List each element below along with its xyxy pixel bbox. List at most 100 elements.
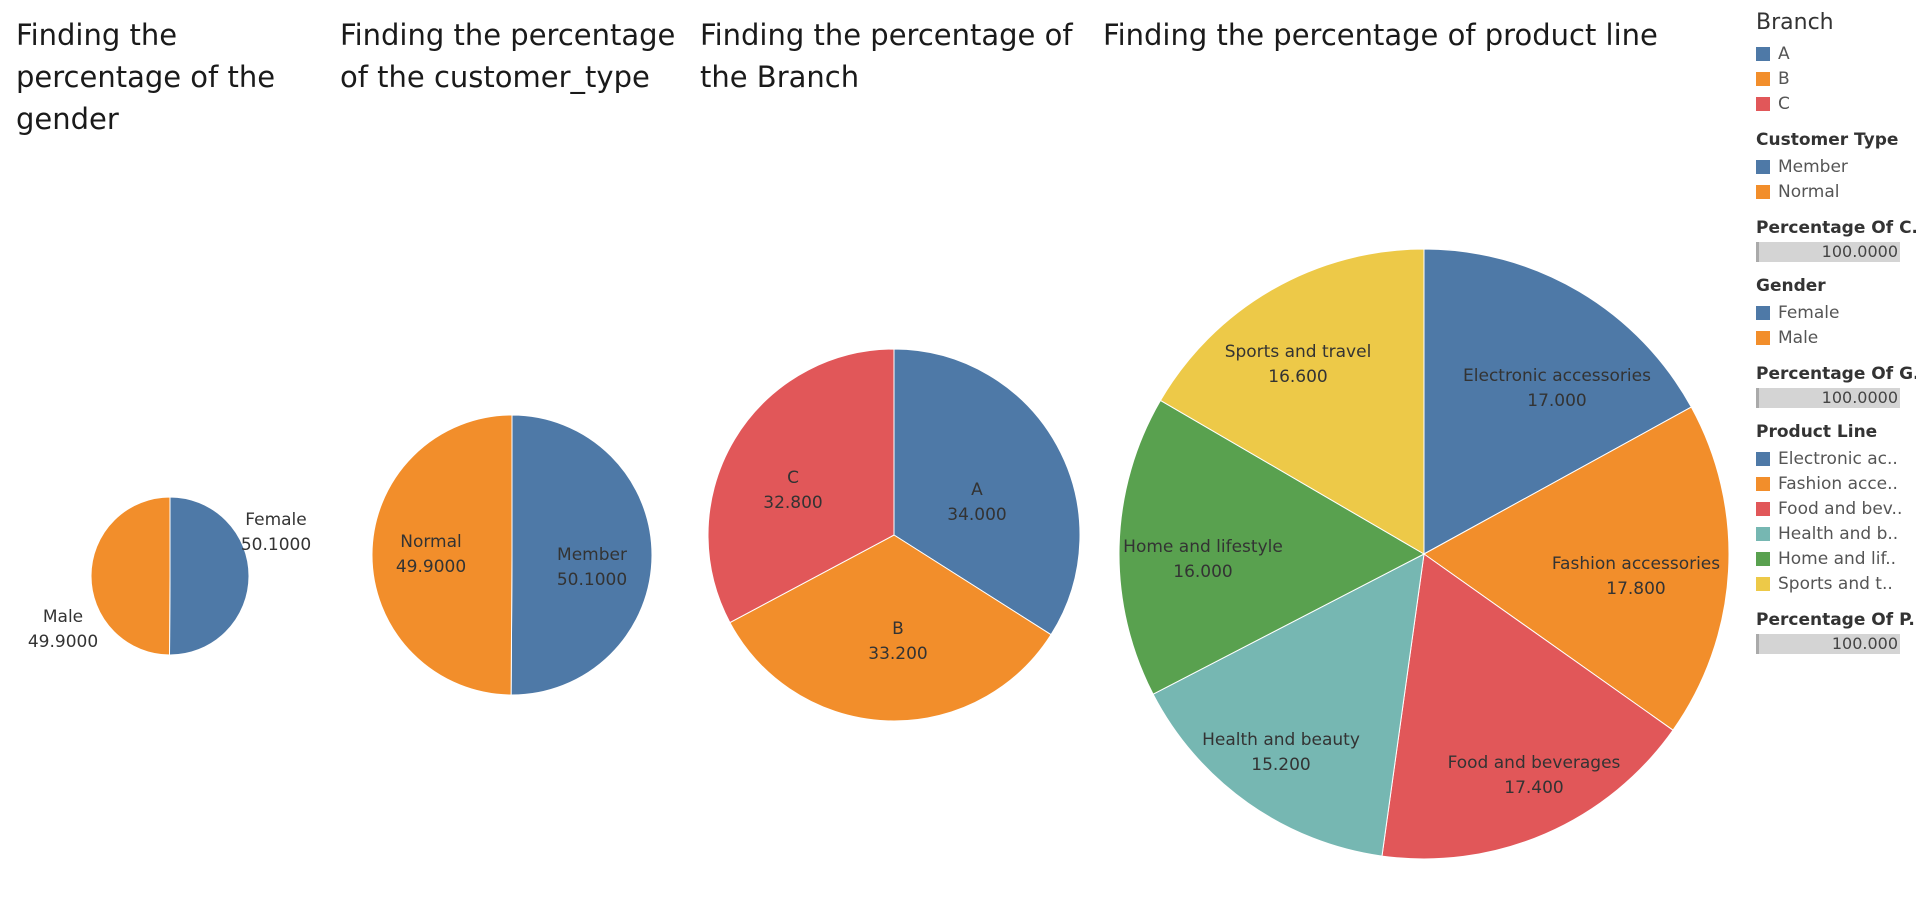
legend-swatch bbox=[1756, 96, 1770, 111]
slice-label-member: Member bbox=[557, 545, 627, 565]
legend-item-sports[interactable]: Sports and t.. bbox=[1756, 571, 1916, 596]
slice-label-normal: Normal bbox=[400, 532, 462, 552]
legend-label: Electronic ac.. bbox=[1778, 448, 1898, 469]
slice-value-food-and-beverages: 17.400 bbox=[1504, 778, 1563, 798]
slice-value-b: 33.200 bbox=[868, 644, 927, 664]
product-line-title-line-1: Finding the percentage of product line bbox=[1103, 18, 1658, 52]
legend-branch-items: A B C bbox=[1756, 41, 1916, 116]
legend-label: Health and b.. bbox=[1778, 523, 1899, 544]
legend-label: Normal bbox=[1778, 181, 1840, 202]
legend-label: A bbox=[1778, 43, 1790, 64]
legend-label: Home and lif.. bbox=[1778, 548, 1896, 569]
product-line-chart-title: Finding the percentage of product line bbox=[1103, 14, 1658, 56]
legend-item-food[interactable]: Food and bev.. bbox=[1756, 496, 1916, 521]
legend-swatch bbox=[1756, 71, 1770, 86]
slice-label-fashion-accessories: Fashion accessories bbox=[1552, 554, 1720, 574]
customer-type-title-line-1: Finding the percentage bbox=[340, 18, 676, 52]
legend-label: Sports and t.. bbox=[1778, 573, 1893, 594]
gender-title-line-1: Finding the bbox=[16, 18, 178, 52]
legend-item-branch-b[interactable]: B bbox=[1756, 66, 1916, 91]
legend-swatch bbox=[1756, 451, 1770, 466]
slice-label-health-and-beauty: Health and beauty bbox=[1202, 730, 1360, 750]
customer-type-title-line-2: of the customer_type bbox=[340, 60, 650, 94]
legend-pct-product-title: Percentage Of P.. bbox=[1756, 610, 1916, 630]
legend-pct-gender-title: Percentage Of G.. bbox=[1756, 364, 1916, 384]
slice-label-c: C bbox=[787, 468, 799, 488]
legend-label: Fashion acce.. bbox=[1778, 473, 1898, 494]
pie-slice-female[interactable] bbox=[169, 496, 250, 656]
legend-swatch bbox=[1756, 576, 1770, 591]
legend-item-branch-a[interactable]: A bbox=[1756, 41, 1916, 66]
slice-value-electronic-accessories: 17.000 bbox=[1527, 391, 1586, 411]
legend-label: Male bbox=[1778, 327, 1819, 348]
legend-item-normal[interactable]: Normal bbox=[1756, 179, 1916, 204]
pie-slice-sports-and-travel[interactable] bbox=[1159, 248, 1425, 555]
finding-the-percentage-of-product-line-pie: Electronic accessories 17.000 Fashion acce… bbox=[1118, 248, 1730, 860]
slice-value-c: 32.800 bbox=[763, 493, 822, 513]
legend-label: B bbox=[1778, 68, 1790, 89]
slice-value-female: 50.1000 bbox=[241, 535, 311, 555]
branch-title-line-1: Finding the percentage of bbox=[700, 18, 1073, 52]
pie-slice-a[interactable] bbox=[893, 348, 1081, 636]
legend-swatch bbox=[1756, 526, 1770, 541]
legend-panel: Branch A B C Customer Type Member Normal… bbox=[1756, 10, 1916, 654]
pie-slice-member[interactable] bbox=[510, 414, 653, 696]
legend-item-branch-c[interactable]: C bbox=[1756, 91, 1916, 116]
pie-slice-food-and-beverages[interactable] bbox=[1381, 553, 1674, 860]
legend-swatch bbox=[1756, 184, 1770, 199]
legend-swatch bbox=[1756, 551, 1770, 566]
finding-the-percentage-of-the-gender-pie: Female 50.1000 Male 49.9000 bbox=[28, 496, 311, 656]
pie-slice-male[interactable] bbox=[90, 496, 171, 656]
legend-gender-title: Gender bbox=[1756, 276, 1826, 296]
pie-charts: Female 50.1000 Male 49.9000 Member 50.1000 Nor… bbox=[28, 248, 1730, 860]
slice-value-home-and-lifestyle: 16.000 bbox=[1173, 562, 1232, 582]
legend-label: Member bbox=[1778, 156, 1848, 177]
slice-value-sports-and-travel: 16.600 bbox=[1268, 367, 1327, 387]
pie-slice-normal[interactable] bbox=[371, 414, 513, 696]
legend-item-member[interactable]: Member bbox=[1756, 154, 1916, 179]
slice-label-a: A bbox=[971, 480, 983, 500]
slice-label-sports-and-travel: Sports and travel bbox=[1225, 342, 1372, 362]
slice-label-food-and-beverages: Food and beverages bbox=[1448, 753, 1621, 773]
customer-type-chart-title: Finding the percentage of the customer_t… bbox=[340, 14, 675, 98]
legend-item-home[interactable]: Home and lif.. bbox=[1756, 546, 1916, 571]
legend-item-electronic[interactable]: Electronic ac.. bbox=[1756, 446, 1916, 471]
pct-product-range[interactable]: 100.000 bbox=[1756, 634, 1900, 654]
legend-swatch bbox=[1756, 501, 1770, 516]
legend-pct-customer-title: Percentage Of C.. bbox=[1756, 218, 1916, 238]
slice-value-member: 50.1000 bbox=[557, 570, 627, 590]
slice-value-fashion-accessories: 17.800 bbox=[1606, 579, 1665, 599]
legend-swatch bbox=[1756, 159, 1770, 174]
pie-slice-c[interactable] bbox=[707, 348, 895, 624]
legend-swatch bbox=[1756, 305, 1770, 320]
legend-swatch bbox=[1756, 330, 1770, 345]
slice-value-health-and-beauty: 15.200 bbox=[1251, 755, 1310, 775]
slice-value-normal: 49.9000 bbox=[396, 557, 466, 577]
gender-title-line-2: percentage of the bbox=[16, 60, 276, 94]
finding-the-percentage-of-the-customer-type-pie: Member 50.1000 Normal 49.9000 bbox=[371, 414, 653, 696]
legend-customer-type-title: Customer Type bbox=[1756, 130, 1899, 150]
legend-product-line-title: Product Line bbox=[1756, 422, 1878, 442]
pie-slice-b[interactable] bbox=[729, 534, 1052, 722]
slice-label-female: Female bbox=[245, 510, 306, 530]
legend-label: C bbox=[1778, 93, 1790, 114]
gender-title-line-3: gender bbox=[16, 102, 119, 136]
slice-label-male: Male bbox=[43, 607, 83, 627]
pie-slice-health-and-beauty[interactable] bbox=[1152, 553, 1425, 857]
legend-branch-title: Branch bbox=[1756, 10, 1834, 35]
slice-label-b: B bbox=[892, 619, 904, 639]
legend-item-female[interactable]: Female bbox=[1756, 300, 1916, 325]
finding-the-percentage-of-the-branch-pie: A 34.000 B 33.200 C 32.800 bbox=[707, 348, 1081, 722]
pie-slice-electronic-accessories[interactable] bbox=[1423, 248, 1692, 555]
legend-item-male[interactable]: Male bbox=[1756, 325, 1916, 350]
branch-chart-title: Finding the percentage of the Branch bbox=[700, 14, 1073, 98]
legend-item-fashion[interactable]: Fashion acce.. bbox=[1756, 471, 1916, 496]
branch-title-line-2: the Branch bbox=[700, 60, 860, 94]
pie-slice-home-and-lifestyle[interactable] bbox=[1118, 399, 1426, 695]
legend-label: Food and bev.. bbox=[1778, 498, 1903, 519]
pct-gender-range[interactable]: 100.0000 bbox=[1756, 388, 1900, 408]
legend-label: Female bbox=[1778, 302, 1840, 323]
pct-customer-range[interactable]: 100.0000 bbox=[1756, 242, 1900, 262]
legend-item-health[interactable]: Health and b.. bbox=[1756, 521, 1916, 546]
pie-slice-fashion-accessories[interactable] bbox=[1423, 406, 1730, 731]
